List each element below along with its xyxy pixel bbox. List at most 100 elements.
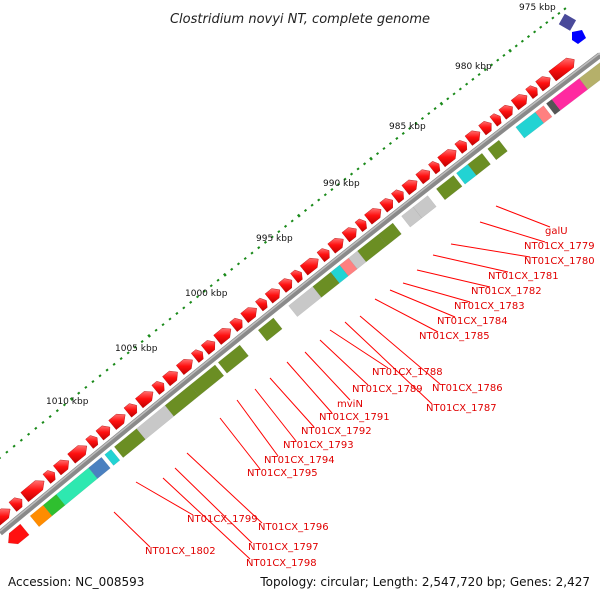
gene-arrow [20,480,45,503]
gene-arrow [478,121,492,136]
gene-arrow [525,85,538,99]
gene-label-leader [286,361,333,414]
tick-label-1000: 1000 kbp [185,289,228,299]
gene-arrow [437,149,457,168]
gene-label-leader [432,254,509,273]
scale-dot [154,328,158,332]
gene-label-leader [416,269,491,288]
map-title: Clostridium novyi NT, complete genome [170,12,430,27]
scale-dot [0,456,2,460]
gene-label: NT01CX_1781 [488,271,559,282]
scale-dot [175,311,179,315]
feature-block [189,364,225,397]
gene-arrow [548,57,575,82]
scale-dot [514,44,518,48]
scale-dot [250,251,254,255]
feature-blocks [8,62,600,545]
feature-block [104,449,121,466]
feature-block [467,152,491,176]
gene-label-leader [269,377,315,428]
scale-dot [458,87,462,91]
scale-dot [62,403,67,407]
gene-arrow [190,349,204,363]
gene-arrow [316,248,330,263]
gene-arrow [175,359,193,375]
scale-dot [182,306,186,310]
gene-label-leader [113,511,151,548]
gene-label-leader [329,329,389,369]
scale-dot [12,444,16,448]
gene-arrow [135,391,154,409]
scale-dot [439,101,444,106]
gene-label-leader [479,221,546,243]
scale-dot [408,126,412,130]
scale-dot [105,368,109,372]
gene-label: NT01CX_1798 [246,558,317,569]
scale-dot [557,11,561,15]
scale-dot [427,111,431,116]
gene-arrow [8,497,23,512]
scale-dot [356,167,360,171]
scale-dot [277,230,281,234]
gene-arrow [415,169,431,185]
scale-dot [91,380,95,384]
scale-dot [310,203,314,207]
scale-dot [551,16,555,20]
scale-dot [161,323,165,327]
gene-arrow [53,459,70,476]
gene-arrow [428,161,441,175]
gene-arrow [0,508,11,526]
scale-ticks [0,7,567,460]
gene-arrow [213,328,232,345]
scale-dot [563,7,567,11]
scale-dot [489,63,494,67]
gene-arrow [95,425,111,441]
feature-block [136,405,175,440]
gene-arrow [85,435,99,449]
gene-arrow [290,269,303,284]
scale-dot [283,224,288,228]
feature-block [257,317,283,342]
scale-dot [343,177,347,181]
gene-arrow [510,94,528,111]
feature-block [377,222,402,246]
scale-dot [452,92,456,96]
gene-label-leader [450,243,531,258]
scale-dot [257,246,261,250]
gene-label-leader [254,388,297,442]
scale-dot [290,219,294,223]
gene-arrow [67,445,88,464]
scale-dot [263,240,268,244]
gene-arrow [464,130,481,146]
scale-dot [223,272,227,277]
gene-label-leader [162,477,251,560]
scale-dot [508,48,512,53]
feature-block [578,62,600,90]
scale-dot [202,289,206,293]
gene-arrow [341,227,357,243]
scale-dot [98,374,102,378]
feature-block [487,139,508,161]
feature-purple [558,13,577,31]
feature-block [217,344,249,374]
tick-label-995: 995 kbp [256,234,293,244]
scale-dot [133,345,137,349]
feature-block [534,105,553,124]
gene-label: NT01CX_1782 [471,286,542,297]
scale-dot [147,333,152,338]
gene-label-leader [186,452,263,524]
gene-label: NT01CX_1794 [264,455,335,466]
scale-dot [446,97,450,101]
scale-dot [323,193,327,197]
scale-dot [349,172,354,176]
scale-dot [362,162,367,166]
genome-backbone [0,52,600,536]
scale-dot [189,300,193,304]
gene-label: NT01CX_1785 [419,331,490,342]
gene-label-leader [304,351,351,401]
scale-dot [539,25,543,29]
scale-dot [420,116,424,120]
gene-arrow [299,257,319,276]
scale-dot [41,420,45,424]
accession-text: Accession: NC_008593 [8,575,144,589]
